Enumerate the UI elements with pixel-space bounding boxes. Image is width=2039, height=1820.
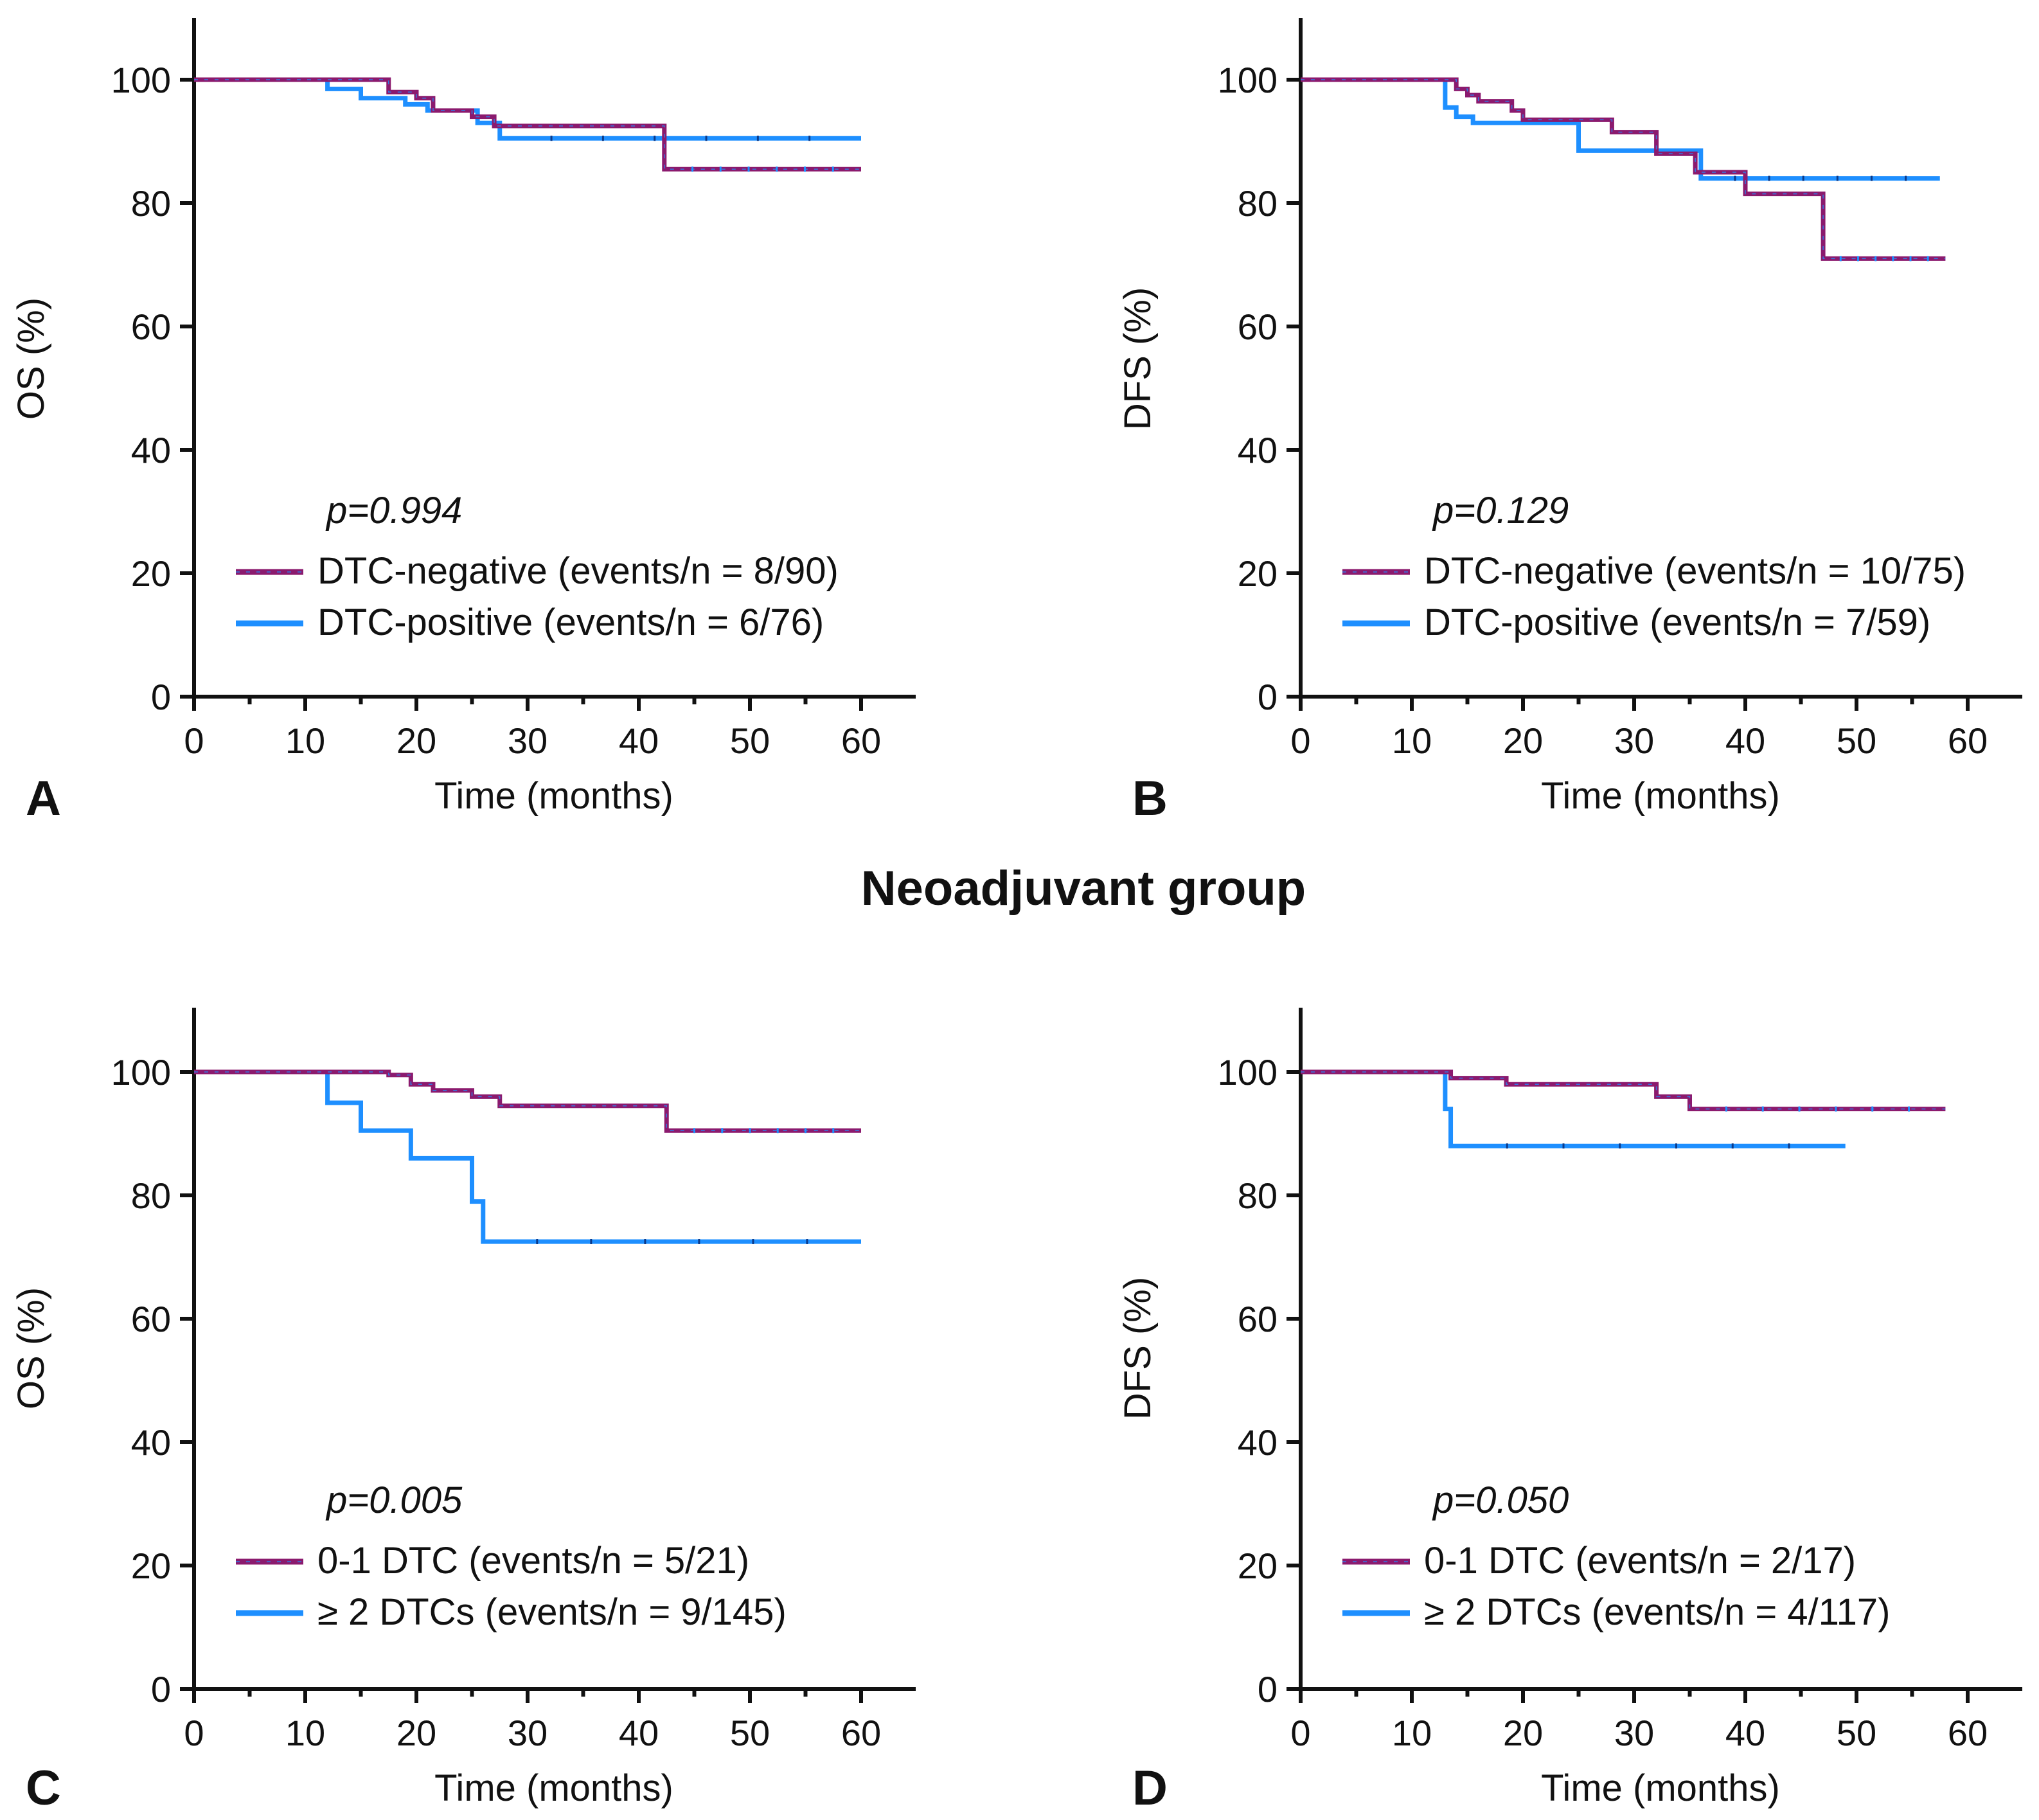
- legend-entry: DTC-positive (events/n = 6/76): [317, 602, 824, 643]
- x-axis-label: Time (months): [1541, 775, 1780, 817]
- y-tick-label: 60: [131, 307, 171, 347]
- x-tick-label: 0: [1290, 1713, 1310, 1753]
- series-line-reference: [194, 77, 861, 172]
- x-tick-label: 60: [841, 720, 881, 761]
- x-axis-label: Time (months): [434, 775, 673, 817]
- y-axis-label: DFS (%): [1117, 287, 1159, 430]
- x-tick-label: 10: [285, 1713, 325, 1753]
- x-tick-label: 0: [184, 720, 204, 761]
- p-value: p=0.129: [1432, 490, 1569, 531]
- y-tick-label: 60: [1238, 1299, 1278, 1339]
- group-title: Neoadjuvant group: [861, 861, 1306, 916]
- y-tick-label: 40: [131, 1422, 171, 1463]
- x-tick-label: 60: [1948, 720, 1988, 761]
- y-tick-label: 20: [1238, 1546, 1278, 1586]
- series-line-reference: [1301, 77, 1946, 261]
- y-tick-label: 40: [1238, 1422, 1278, 1463]
- x-tick-label: 30: [1614, 1713, 1654, 1753]
- y-tick-label: 40: [131, 430, 171, 470]
- panel-letter: C: [26, 1761, 61, 1816]
- legend-entry: DTC-negative (events/n = 10/75): [1424, 550, 1966, 592]
- legend-entry: ≥ 2 DTCs (events/n = 9/145): [317, 1591, 787, 1633]
- x-tick-label: 50: [730, 720, 770, 761]
- x-tick-label: 20: [1503, 720, 1543, 761]
- panel-letter: A: [26, 771, 61, 826]
- y-tick-label: 80: [1238, 1175, 1278, 1216]
- series-line-comparison: [1301, 77, 1940, 181]
- legend-entry: DTC-negative (events/n = 8/90): [317, 550, 839, 592]
- x-tick-label: 50: [730, 1713, 770, 1753]
- x-tick-label: 0: [184, 1713, 204, 1753]
- y-tick-label: 100: [1218, 1052, 1278, 1093]
- series-line-reference: [194, 1069, 861, 1133]
- x-tick-label: 10: [1392, 1713, 1432, 1753]
- y-tick-label: 0: [1258, 1669, 1278, 1709]
- series-line-overlay: [1301, 79, 1946, 260]
- x-tick-label: 20: [396, 720, 436, 761]
- y-tick-label: 80: [131, 183, 171, 224]
- x-tick-label: 0: [1290, 720, 1310, 761]
- y-tick-label: 0: [1258, 677, 1278, 717]
- x-axis-label: Time (months): [434, 1767, 673, 1809]
- y-tick-label: 80: [131, 1175, 171, 1216]
- x-tick-label: 60: [1948, 1713, 1988, 1753]
- x-tick-label: 40: [619, 1713, 659, 1753]
- x-tick-label: 30: [508, 1713, 548, 1753]
- y-tick-label: 60: [1238, 307, 1278, 347]
- panel-d: 0 20 40 60 80 100 0 10 20 30 40 50 60 Time (months) DF…: [1117, 1008, 2022, 1816]
- y-tick-label: 80: [1238, 183, 1278, 224]
- y-tick-label: 100: [111, 60, 171, 100]
- y-tick-label: 20: [131, 1546, 171, 1586]
- p-value: p=0.994: [325, 490, 462, 531]
- x-tick-label: 40: [1725, 1713, 1765, 1753]
- panel-letter: D: [1132, 1761, 1168, 1816]
- x-tick-label: 30: [508, 720, 548, 761]
- x-tick-label: 20: [1503, 1713, 1543, 1753]
- y-axis-label: DFS (%): [1117, 1277, 1159, 1420]
- legend-entry: 0-1 DTC (events/n = 5/21): [317, 1540, 749, 1582]
- y-tick-label: 100: [1218, 60, 1278, 100]
- x-tick-label: 30: [1614, 720, 1654, 761]
- x-tick-label: 10: [1392, 720, 1432, 761]
- x-tick-label: 20: [396, 1713, 436, 1753]
- panel-letter: B: [1132, 771, 1168, 826]
- panel-c: 0 20 40 60 80 100 0 10 20 30 40 50 60 Time (months) OS…: [10, 1008, 916, 1816]
- x-tick-label: 50: [1837, 1713, 1876, 1753]
- series-line-comparison: [194, 1069, 861, 1244]
- y-tick-label: 20: [131, 553, 171, 594]
- y-tick-label: 20: [1238, 553, 1278, 594]
- p-value: p=0.005: [325, 1479, 463, 1521]
- legend-entry: ≥ 2 DTCs (events/n = 4/117): [1424, 1591, 1890, 1633]
- legend-entry: DTC-positive (events/n = 7/59): [1424, 602, 1930, 643]
- x-tick-label: 40: [1725, 720, 1765, 761]
- y-axis-label: OS (%): [10, 298, 52, 420]
- x-tick-label: 40: [619, 720, 659, 761]
- panel-b: 0 20 40 60 80 100 0 10 20 30 40 50 60 Time (months) DF…: [1117, 18, 2022, 826]
- x-tick-label: 10: [285, 720, 325, 761]
- y-tick-label: 100: [111, 1052, 171, 1093]
- series-line-overlay: [194, 1071, 861, 1131]
- y-tick-label: 40: [1238, 430, 1278, 470]
- panel-a: 0 20 40 60 80 100 0 10 20 30 40 50 60 Time (months) OS…: [10, 18, 916, 826]
- series-line-overlay: [194, 79, 861, 170]
- y-tick-label: 0: [151, 677, 171, 717]
- x-axis-label: Time (months): [1541, 1767, 1780, 1809]
- series-line-reference: [1301, 1069, 1946, 1112]
- x-tick-label: 50: [1837, 720, 1876, 761]
- legend-entry: 0-1 DTC (events/n = 2/17): [1424, 1540, 1856, 1582]
- series-line-overlay: [1301, 1071, 1946, 1110]
- y-axis-label: OS (%): [10, 1287, 52, 1409]
- y-tick-label: 60: [131, 1299, 171, 1339]
- series-line-comparison: [194, 77, 861, 141]
- y-tick-label: 0: [151, 1669, 171, 1709]
- p-value: p=0.050: [1432, 1479, 1569, 1521]
- x-tick-label: 60: [841, 1713, 881, 1753]
